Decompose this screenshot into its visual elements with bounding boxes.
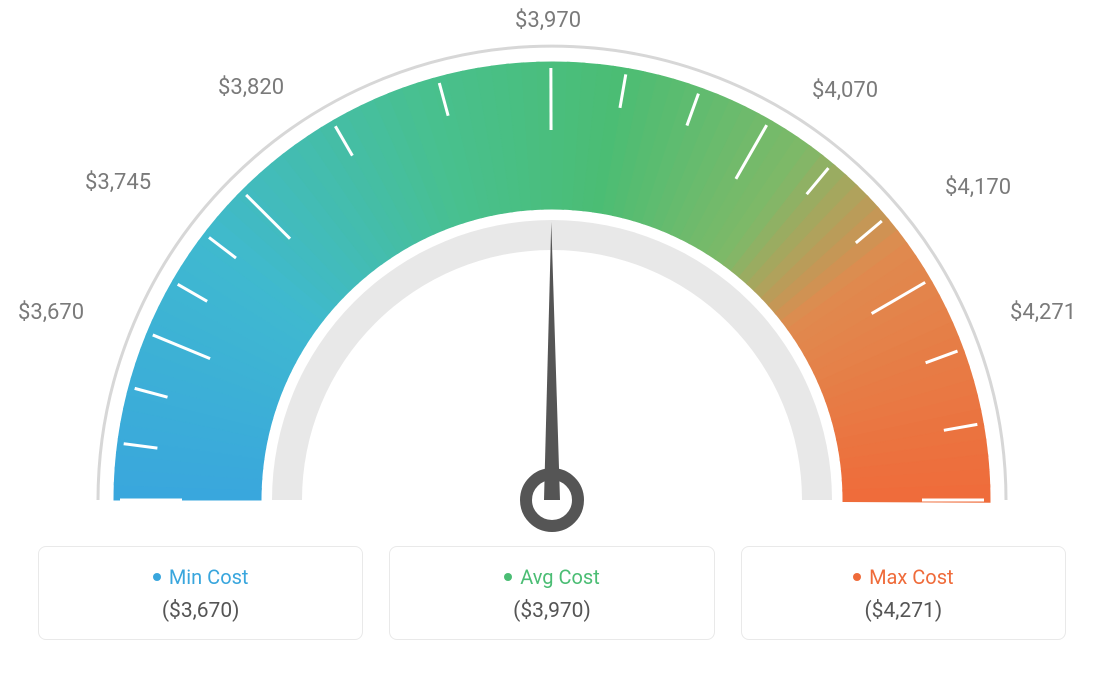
min-cost-title: Min Cost	[39, 565, 362, 589]
max-cost-title: Max Cost	[742, 565, 1065, 589]
dot-icon	[153, 573, 161, 581]
avg-cost-title-text: Avg Cost	[520, 565, 600, 589]
gauge-chart	[0, 0, 1104, 540]
avg-cost-card: Avg Cost ($3,970)	[389, 546, 714, 640]
max-cost-card: Max Cost ($4,271)	[741, 546, 1066, 640]
gauge-tick-label: $4,271	[1010, 300, 1076, 325]
gauge-tick-label: $4,170	[945, 175, 1011, 200]
avg-cost-title: Avg Cost	[390, 565, 713, 589]
min-cost-value: ($3,670)	[39, 599, 362, 623]
max-cost-title-text: Max Cost	[869, 565, 954, 589]
max-cost-value: ($4,271)	[742, 599, 1065, 623]
legend-row: Min Cost ($3,670) Avg Cost ($3,970) Max …	[0, 546, 1104, 640]
dot-icon	[504, 573, 512, 581]
avg-cost-value: ($3,970)	[390, 599, 713, 623]
gauge-tick-label: $3,820	[218, 75, 284, 100]
min-cost-title-text: Min Cost	[169, 565, 249, 589]
gauge-tick-label: $3,745	[85, 170, 151, 195]
gauge-tick-label: $4,070	[812, 78, 878, 103]
min-cost-card: Min Cost ($3,670)	[38, 546, 363, 640]
gauge-container: $3,670 $3,745 $3,820 $3,970 $4,070 $4,170 $4,2…	[0, 0, 1104, 540]
gauge-tick-label: $3,970	[515, 8, 581, 33]
gauge-tick-label: $3,670	[18, 300, 84, 325]
dot-icon	[853, 573, 861, 581]
